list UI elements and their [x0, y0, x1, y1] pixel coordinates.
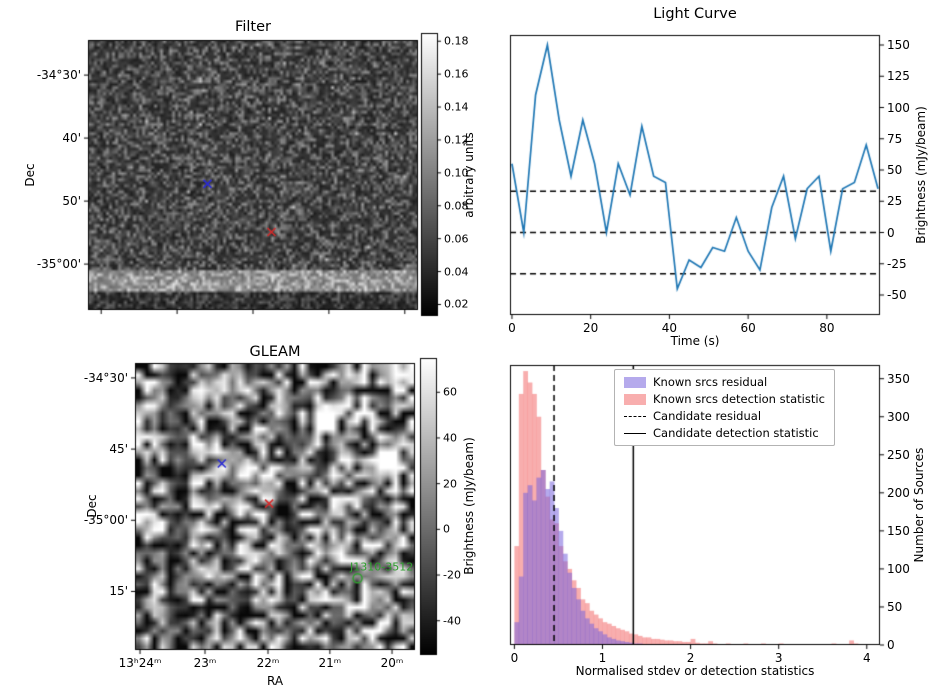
gleam-ra-tick-label: 21ᵐ	[318, 656, 342, 670]
light-curve-x-tick-label: 20	[583, 321, 599, 335]
legend-item-known-srcs-residual: Known srcs residual	[624, 375, 825, 389]
light-curve-y-tick-label: 150	[887, 38, 910, 52]
gleam-title: GLEAM	[249, 344, 301, 360]
legend-label-detection: Known srcs detection statistic	[653, 392, 825, 406]
filter-dec-tick-label: -35°00'	[36, 257, 81, 272]
gleam-xlabel: RA	[266, 674, 284, 688]
legend-item-known-srcs-detection: Known srcs detection statistic	[624, 392, 825, 406]
light-curve-y-tick-label: 75	[887, 131, 903, 146]
gleam-dec-tick-label: 45'	[109, 442, 128, 457]
colorbar-tick-label: 0.02	[444, 297, 469, 311]
histogram-x-tick-label: 0	[510, 651, 519, 665]
light-curve-y-tick-label: -50	[887, 288, 907, 302]
filter-dec-tick-label: 50'	[62, 194, 81, 209]
light-curve-title: Light Curve	[653, 6, 737, 22]
light-curve-y-tick-label: 125	[887, 69, 910, 84]
light-curve-xlabel: Time (s)	[670, 334, 720, 348]
legend-solid-line-icon	[624, 432, 646, 434]
light-curve-x-tick-label: 60	[740, 321, 756, 335]
light-curve-ylabel: Brightness (mJy/beam)	[914, 106, 928, 244]
legend-swatch-detection	[624, 393, 646, 405]
histogram-legend: Known srcs residual Known srcs detection…	[614, 369, 835, 446]
light-curve-y-tick-label: 100	[887, 100, 910, 115]
histogram-ylabel: Number of Sources	[912, 447, 926, 563]
colorbar-tick-label: 0.14	[444, 100, 469, 114]
histogram-xlabel: Normalised stdev or detection statistics	[575, 664, 815, 678]
colorbar-tick-label: 0.08	[444, 199, 469, 213]
legend-item-candidate-residual: Candidate residual	[624, 409, 825, 423]
legend-label-candidate-residual: Candidate residual	[653, 409, 762, 423]
histogram-y-tick-label: 100	[887, 561, 910, 576]
colorbar-tick-label: 0.12	[444, 133, 469, 147]
histogram-y-tick-label: 200	[887, 485, 910, 500]
colorbar-tick-label: 0.16	[444, 67, 469, 81]
legend-dashed-line-icon	[624, 415, 646, 417]
histogram-x-tick-label: 1	[598, 651, 607, 665]
light-curve-y-tick-label: 0	[887, 225, 895, 240]
histogram-y-tick-label: 0	[887, 638, 895, 652]
filter-title: Filter	[235, 19, 271, 35]
histogram-x-tick-label: 4	[862, 651, 871, 665]
filter-ylabel: Dec	[23, 163, 37, 187]
colorbar-tick-label: 0.04	[444, 265, 469, 279]
colorbar-tick-label: 0	[443, 522, 450, 536]
light-curve-y-tick-label: 25	[887, 194, 903, 209]
gleam-ra-tick-label: 23ᵐ	[193, 656, 217, 670]
colorbar-tick-label: 0.10	[444, 166, 469, 180]
gleam-colorbar-label: Brightness (mJy/beam)	[462, 437, 476, 575]
histogram-x-tick-label: 2	[686, 651, 695, 665]
legend-label-residual: Known srcs residual	[653, 375, 768, 389]
filter-dec-tick-label: 40'	[62, 131, 81, 146]
histogram-y-tick-label: 150	[887, 523, 910, 538]
legend-label-candidate-detection: Candidate detection statistic	[653, 426, 819, 440]
histogram-x-tick-label: 3	[774, 651, 783, 665]
light-curve-y-tick-label: -25	[887, 256, 907, 271]
filter-dec-tick-label: -34°30'	[36, 68, 81, 83]
colorbar-tick-label: 60	[443, 385, 457, 399]
light-curve-x-tick-label: 0	[508, 321, 516, 335]
gleam-ra-tick-label: 13ʰ24ᵐ	[118, 656, 162, 670]
light-curve-x-tick-label: 80	[819, 321, 835, 335]
gleam-source-label: J1310-3512	[350, 560, 414, 574]
colorbar-tick-label: 40	[443, 431, 457, 445]
histogram-y-tick-label: 350	[887, 371, 910, 386]
light-curve-x-tick-label: 40	[661, 321, 678, 335]
histogram-y-tick-label: 300	[887, 409, 910, 424]
colorbar-tick-label: 0.06	[444, 232, 469, 246]
gleam-dec-tick-label: 15'	[109, 584, 128, 599]
colorbar-tick-label: 20	[443, 477, 457, 491]
colorbar-tick-label: -20	[443, 568, 461, 582]
light-curve-y-tick-label: 50	[887, 163, 903, 177]
gleam-dec-tick-label: -35°00'	[83, 513, 128, 528]
gleam-dec-tick-label: -34°30'	[83, 370, 128, 385]
colorbar-tick-label: -40	[443, 614, 461, 628]
histogram-y-tick-label: 50	[887, 599, 903, 614]
legend-item-candidate-detection: Candidate detection statistic	[624, 426, 825, 440]
legend-swatch-residual	[624, 376, 646, 388]
histogram-y-tick-label: 250	[887, 447, 910, 462]
gleam-ra-tick-label: 20ᵐ	[380, 656, 404, 670]
gleam-ra-tick-label: 22ᵐ	[256, 656, 280, 670]
colorbar-tick-label: 0.18	[444, 34, 469, 48]
